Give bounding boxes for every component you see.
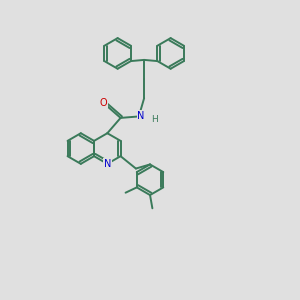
Text: H: H: [151, 115, 158, 124]
Text: N: N: [103, 159, 111, 169]
Text: N: N: [137, 111, 145, 121]
Text: O: O: [100, 98, 107, 108]
